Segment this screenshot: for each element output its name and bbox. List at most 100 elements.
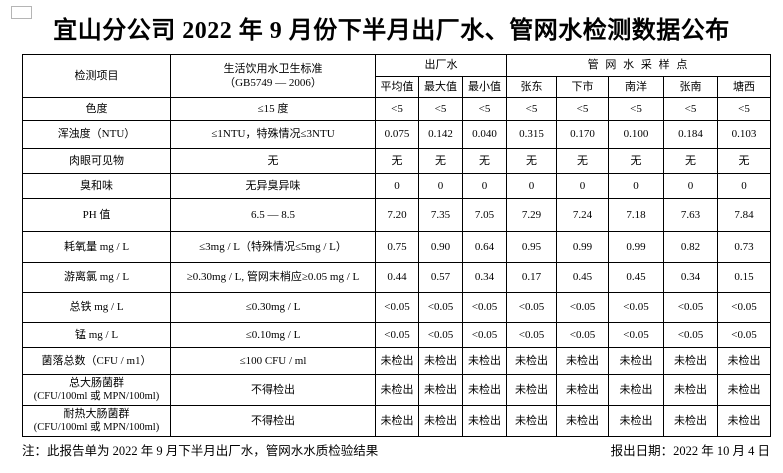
item-name-cell: 色度 (22, 97, 171, 121)
value-cell: <5 (663, 97, 718, 121)
item-name-cell: 浑浊度（NTU） (22, 120, 171, 149)
value-cell: 无 (506, 148, 557, 174)
value-cell: <0.05 (462, 292, 507, 323)
column-header-site-xiashi: 下市 (556, 76, 609, 98)
value-cell: <5 (556, 97, 609, 121)
table-row: 色度 ≤15 度 <5 <5 <5 <5 <5 <5 <5 <5 (22, 97, 772, 121)
value-cell: 7.24 (556, 198, 609, 232)
value-cell: 未检出 (608, 374, 664, 406)
value-cell: 未检出 (462, 404, 507, 437)
value-cell: <0.05 (418, 322, 463, 348)
standard-cell: ≤0.30mg / L (170, 292, 376, 323)
value-cell: 0.170 (556, 120, 609, 149)
value-cell: 7.29 (506, 198, 557, 232)
value-cell: <0.05 (716, 292, 772, 323)
value-cell: 0.57 (418, 262, 463, 293)
value-cell: 未检出 (556, 404, 609, 437)
value-cell: <5 (506, 97, 557, 121)
standard-cell: ≤0.10mg / L (170, 322, 376, 348)
header-sub-row: 平均值 最大值 最小值 张东 下市 南洋 张南 塘西 (23, 76, 772, 98)
table-row: 总大肠菌群 (CFU/100ml 或 MPN/100ml) 不得检出 未检出 未检出 未检… (22, 374, 772, 406)
value-cell: 未检出 (556, 347, 609, 375)
value-cell: 0 (608, 173, 664, 199)
value-cell: <0.05 (608, 292, 664, 323)
value-cell: 0 (716, 173, 772, 199)
value-cell: 未检出 (506, 347, 557, 375)
table-header: 检测项目 生活饮用水卫生标准 （GB5749 — 2006） 出厂水 管 网 水… (22, 54, 772, 98)
value-cell: 7.20 (375, 198, 419, 232)
item-name-cell: 总大肠菌群 (CFU/100ml 或 MPN/100ml) (22, 374, 171, 406)
value-cell: 7.05 (462, 198, 507, 232)
value-cell: <0.05 (663, 292, 718, 323)
value-cell: 未检出 (506, 404, 557, 437)
value-cell: 0.90 (418, 231, 463, 263)
value-cell: 0.17 (506, 262, 557, 293)
item-name-unit: (CFU/100ml 或 MPN/100ml) (33, 422, 160, 434)
table-row: 肉眼可见物无无无无无无无无无 (22, 148, 772, 174)
column-header-max: 最大值 (418, 76, 463, 98)
value-cell: <5 (716, 97, 772, 121)
value-cell: 未检出 (716, 374, 772, 406)
standard-cell: ≤15 度 (170, 97, 376, 121)
value-cell: 未检出 (462, 374, 507, 406)
value-cell: 0.45 (608, 262, 664, 293)
value-cell: 未检出 (418, 374, 463, 406)
group-header-network-sampling-points: 管 网 水 采 样 点 (505, 54, 772, 77)
column-header-item: 检测项目 (22, 54, 171, 98)
value-cell: 未检出 (375, 404, 419, 437)
standard-header-line1: 生活饮用水卫生标准 (223, 62, 323, 75)
value-cell: <5 (418, 97, 463, 121)
item-name: 菌落总数（CFU / m1） (41, 354, 152, 367)
value-cell: 0.82 (663, 231, 718, 263)
table-row: 浑浊度（NTU） ≤1NTU，特殊情况≤3NTU 0.075 0.142 0.040 0.… (22, 120, 772, 149)
value-cell: <5 (462, 97, 507, 121)
value-cell: 0.44 (375, 262, 419, 293)
value-cell: 未检出 (608, 404, 664, 437)
table-row: 臭和味 无异臭异味 0 0 0 0 0 0 0 0 (22, 173, 772, 199)
item-name: 肉眼可见物 (69, 154, 124, 167)
value-cell: 0.99 (608, 231, 664, 263)
value-cell: 0 (462, 173, 507, 199)
value-cell: 无 (663, 148, 718, 174)
item-name-cell: 臭和味 (22, 173, 171, 199)
value-cell: <0.05 (506, 292, 557, 323)
item-name: 总铁 mg / L (69, 301, 124, 314)
group-header-factory-water: 出厂水 (375, 54, 507, 77)
item-name-cell: 总铁 mg / L (22, 292, 171, 323)
value-cell: 无 (716, 148, 772, 174)
standard-cell: 无异臭异味 (170, 173, 376, 199)
value-cell: 7.63 (663, 198, 718, 232)
table-row: 总铁 mg / L ≤0.30mg / L <0.05 <0.05 <0.05 <0.05… (22, 292, 772, 323)
value-cell: 7.18 (608, 198, 664, 232)
value-cell: 0 (556, 173, 609, 199)
value-cell: 0 (375, 173, 419, 199)
value-cell: 0.75 (375, 231, 419, 263)
footer-note: 注：此报告单为 2022 年 9 月下半月出厂水，管网水水质检验结果 (22, 443, 379, 458)
item-name: 锰 mg / L (74, 328, 119, 341)
value-cell: 未检出 (608, 347, 664, 375)
item-name: 浑浊度（NTU） (57, 128, 136, 141)
value-cell: 7.35 (418, 198, 463, 232)
item-name-unit: (CFU/100ml 或 MPN/100ml) (33, 391, 160, 403)
table-row: PH 值 6.5 — 8.5 7.20 7.35 7.05 7.29 7.24 7.18 7.6… (22, 198, 772, 232)
value-cell: 未检出 (418, 347, 463, 375)
page-title: 宜山分公司 2022 年 9 月份下半月出厂水、管网水检测数据公布 (53, 18, 730, 44)
value-cell: 0 (418, 173, 463, 199)
value-cell: 无 (375, 148, 419, 174)
value-cell: <0.05 (608, 322, 664, 348)
standard-cell: 不得检出 (170, 374, 376, 406)
value-cell: 0.040 (462, 120, 507, 149)
value-cell: 0.103 (716, 120, 772, 149)
value-cell: 无 (462, 148, 507, 174)
value-cell: 0 (663, 173, 718, 199)
standard-cell: ≤1NTU，特殊情况≤3NTU (170, 120, 376, 149)
standard-cell: 6.5 — 8.5 (170, 198, 376, 232)
value-cell: 未检出 (663, 404, 718, 437)
standard-header-line2: （GB5749 — 2006） (224, 77, 322, 89)
value-cell: 0.73 (716, 231, 772, 263)
value-cell: 未检出 (556, 374, 609, 406)
value-cell: <5 (375, 97, 419, 121)
value-cell: 未检出 (716, 347, 772, 375)
value-cell: 未检出 (716, 404, 772, 437)
value-cell: 0.34 (462, 262, 507, 293)
